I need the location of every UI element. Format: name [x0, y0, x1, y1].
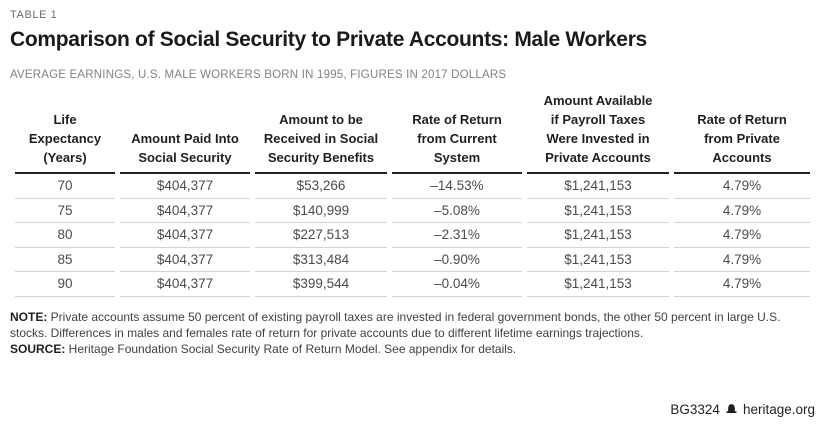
col-header-return-private: Rate of Return from Private Accounts: [674, 91, 810, 174]
table-cell: 80: [15, 223, 115, 248]
col-header-amount-received: Amount to be Received in Social Security…: [255, 91, 387, 174]
table-cell: $404,377: [120, 248, 250, 272]
note-label: NOTE:: [10, 309, 48, 324]
table-header-row: Life Expectancy (Years) Amount Paid Into…: [15, 91, 810, 174]
table-cell: $404,377: [120, 199, 250, 223]
table-row: 90 $404,377 $399,544 –0.04% $1,241,153 4.79%: [15, 272, 810, 297]
table-number-label: TABLE 1: [10, 9, 58, 21]
page-title: Comparison of Social Security to Private…: [10, 28, 647, 51]
table-cell: –0.90%: [392, 248, 522, 272]
source-text: Heritage Foundation Social Security Rate…: [65, 341, 517, 356]
table-cell: –5.08%: [392, 199, 522, 223]
table-cell: 70: [15, 174, 115, 199]
table-cell: 4.79%: [674, 174, 810, 199]
table-cell: $1,241,153: [527, 223, 669, 248]
table-cell: $1,241,153: [527, 248, 669, 272]
col-header-amount-private: Amount Available if Payroll Taxes Were I…: [527, 91, 669, 174]
table-cell: 85: [15, 248, 115, 272]
table-cell: $140,999: [255, 199, 387, 223]
publisher-site: heritage.org: [742, 402, 815, 417]
table-cell: 4.79%: [674, 199, 810, 223]
footnotes: NOTE: Private accounts assume 50 percent…: [10, 309, 815, 357]
col-header-return-current: Rate of Return from Current System: [392, 91, 522, 174]
table-row: 75 $404,377 $140,999 –5.08% $1,241,153 4.79%: [15, 199, 810, 223]
publication-id: BG3324: [670, 402, 720, 417]
table-cell: 75: [15, 199, 115, 223]
table-cell: $1,241,153: [527, 199, 669, 223]
table-cell: $313,484: [255, 248, 387, 272]
table-cell: 4.79%: [674, 248, 810, 272]
table-cell: $1,241,153: [527, 272, 669, 297]
table-cell: $399,544: [255, 272, 387, 297]
table-cell: $1,241,153: [527, 174, 669, 199]
table-cell: $227,513: [255, 223, 387, 248]
col-header-life-expectancy: Life Expectancy (Years): [15, 91, 115, 174]
table-cell: –0.04%: [392, 272, 522, 297]
table-cell: –14.53%: [392, 174, 522, 199]
table-subtitle: AVERAGE EARNINGS, U.S. MALE WORKERS BORN…: [10, 69, 507, 81]
publication-footer: BG3324 heritage.org: [670, 402, 815, 417]
table-body: 70 $404,377 $53,266 –14.53% $1,241,153 4.79% 7…: [15, 174, 810, 297]
table-row: 80 $404,377 $227,513 –2.31% $1,241,153 4.79%: [15, 223, 810, 248]
col-header-amount-paid: Amount Paid Into Social Security: [120, 91, 250, 174]
source-label: SOURCE:: [10, 341, 66, 356]
table-cell: $53,266: [255, 174, 387, 199]
liberty-bell-icon: [725, 403, 738, 416]
table-cell: 90: [15, 272, 115, 297]
table-cell: –2.31%: [392, 223, 522, 248]
table-cell: 4.79%: [674, 223, 810, 248]
note-line: NOTE: Private accounts assume 50 percent…: [10, 309, 815, 341]
table-cell: $404,377: [120, 272, 250, 297]
table-row: 70 $404,377 $53,266 –14.53% $1,241,153 4.79%: [15, 174, 810, 199]
table-cell: $404,377: [120, 223, 250, 248]
source-line: SOURCE: Heritage Foundation Social Secur…: [10, 341, 815, 357]
note-text: Private accounts assume 50 percent of ex…: [10, 309, 781, 340]
table-cell: $404,377: [120, 174, 250, 199]
table-header: Life Expectancy (Years) Amount Paid Into…: [15, 91, 810, 174]
table-row: 85 $404,377 $313,484 –0.90% $1,241,153 4.79%: [15, 248, 810, 272]
comparison-table: Life Expectancy (Years) Amount Paid Into…: [10, 91, 815, 297]
table-cell: 4.79%: [674, 272, 810, 297]
